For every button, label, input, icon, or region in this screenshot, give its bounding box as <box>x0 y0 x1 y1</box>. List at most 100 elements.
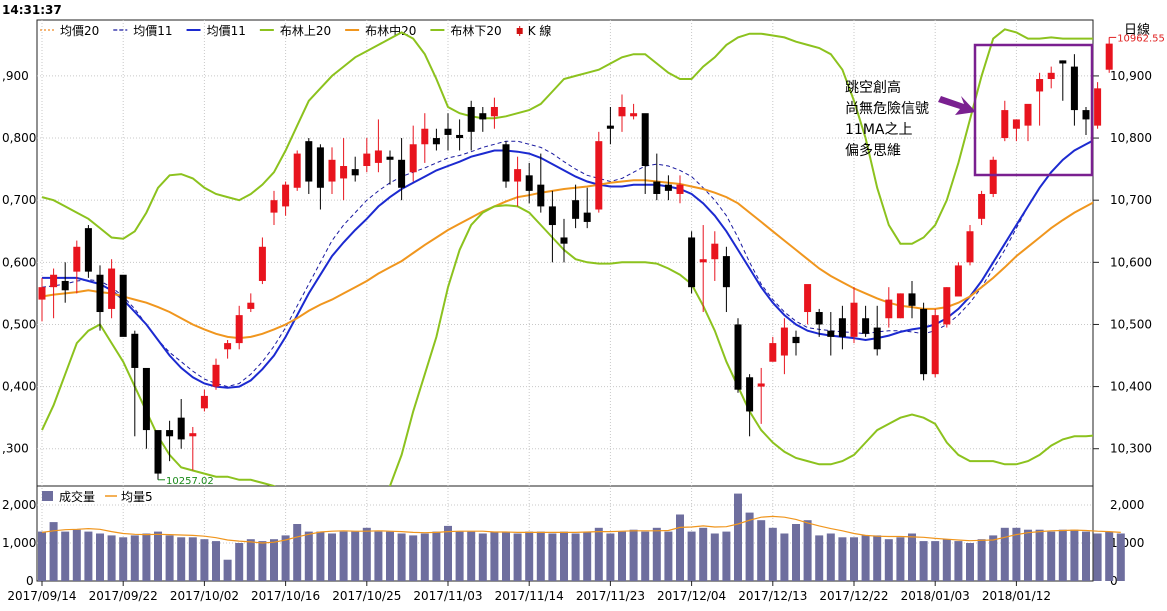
volume-bar <box>942 539 951 581</box>
legend-label: 均價20 <box>60 24 99 38</box>
volume-bar <box>722 531 731 581</box>
series-line-4 <box>41 179 1093 340</box>
volume-bar <box>177 537 186 581</box>
candle-body <box>444 128 452 135</box>
volume-bar <box>1070 529 1079 581</box>
annotation-line-1: 跳空創高 <box>845 79 901 96</box>
candle-body <box>595 141 603 210</box>
price-tick-label-right: 10,700 <box>1110 193 1152 207</box>
candle-body <box>746 377 754 412</box>
candle-body <box>1036 79 1044 92</box>
candle-body <box>769 343 777 362</box>
volume-tick-label-right: 1,000 <box>1110 536 1144 550</box>
candle-body <box>154 430 162 474</box>
date-tick-label: 2017/11/14 <box>495 589 564 603</box>
indicator-lines <box>41 28 1093 486</box>
volume-bar <box>803 520 812 581</box>
volume-bar <box>223 559 232 581</box>
volume-bar <box>850 537 858 581</box>
volume-bar <box>664 531 673 581</box>
candle-body <box>258 246 266 281</box>
candle-body <box>618 106 626 117</box>
candle-body <box>432 138 440 145</box>
candle-body <box>583 212 591 222</box>
volume-bar <box>235 543 244 581</box>
candle-body <box>1082 110 1090 120</box>
volume-bars <box>38 493 1125 581</box>
volume-bar <box>38 531 46 581</box>
volume-bar <box>502 531 510 581</box>
candle-body <box>734 324 742 390</box>
volume-bar <box>293 524 302 581</box>
candle-body <box>525 175 533 191</box>
volume-bar <box>966 543 974 581</box>
candle-body <box>850 302 858 337</box>
candle-body <box>943 287 951 325</box>
volume-bar <box>583 531 592 581</box>
volume-bar <box>838 537 847 581</box>
candle-body <box>351 169 359 176</box>
price-tick-label-left: 0,700 <box>2 193 36 207</box>
candle-body <box>838 318 846 337</box>
volume-bar <box>107 535 116 581</box>
date-tick-label: 2017/10/02 <box>170 589 239 603</box>
candle-body <box>873 327 881 350</box>
volume-bar <box>734 493 742 581</box>
candle-body <box>38 287 46 300</box>
candle-body <box>247 302 255 309</box>
price-tick-label-left: 0,500 <box>2 317 36 331</box>
volume-bar <box>1058 529 1067 581</box>
volume-bar <box>908 533 916 581</box>
volume-bar <box>954 541 963 581</box>
date-tick-label: 2017/10/16 <box>251 589 320 603</box>
volume-bar <box>444 525 452 581</box>
date-tick-label: 2017/09/14 <box>7 589 76 603</box>
volume-tick-label-left: 0 <box>26 574 34 588</box>
candle-body <box>293 153 301 188</box>
volume-legend-label: 成交量 <box>59 489 95 504</box>
grid-lines <box>37 20 1099 586</box>
price-tick-label-right: 10,500 <box>1110 317 1152 331</box>
volume-bar <box>374 531 383 581</box>
candle-body <box>479 113 487 120</box>
period-label: 日線 <box>1124 22 1150 38</box>
volume-bar <box>165 535 174 581</box>
volume-bar <box>1047 531 1056 581</box>
annotation-line-3: 11MA之上 <box>845 122 912 138</box>
volume-bar <box>757 520 766 581</box>
volume-bar <box>1093 533 1102 581</box>
volume-bar <box>490 531 499 581</box>
kline-legend-icon-body <box>516 28 523 34</box>
candle-body <box>467 106 475 132</box>
candle-body <box>1070 66 1078 111</box>
volume-bar <box>792 524 800 581</box>
high-low-markers: 10962.55 10257.02 <box>158 33 1165 487</box>
candlesticks <box>38 37 1113 480</box>
candle-body <box>630 113 638 117</box>
price-tick-label-right: 10,800 <box>1110 131 1152 145</box>
annotation-line-2: 尚無危險信號 <box>845 101 929 117</box>
volume-tick-label-left: 1,000 <box>2 536 36 550</box>
axis-labels: ,300 10,300 0,400 10,400 0,500 10,500 0,600 10,… <box>2 69 1152 588</box>
date-tick-label: 2017/11/03 <box>413 589 482 603</box>
volume-bar <box>861 535 870 581</box>
price-tick-label-left: 0,400 <box>2 380 36 394</box>
price-tick-label-right: 10,400 <box>1110 380 1152 394</box>
volume-bar <box>200 539 209 581</box>
price-legend: 均價20 均價11 均價11 布林上20 布林中20 布林下20 K 線 <box>40 23 551 38</box>
volume-bar <box>304 531 313 581</box>
candle-body <box>711 243 719 260</box>
volume-bar <box>525 531 534 581</box>
volume-bar <box>652 527 661 581</box>
volume-bar <box>594 527 603 581</box>
candle-body <box>885 299 893 319</box>
volume-legend: 成交量 均量5 <box>42 489 153 504</box>
date-tick-label: 2017/12/04 <box>657 589 726 603</box>
volume-bar <box>84 531 93 581</box>
high-marker-label: 10962.55 <box>1117 33 1165 44</box>
annotation-arrow <box>938 96 976 115</box>
volume-bar <box>873 535 882 581</box>
volume-bar <box>919 541 928 581</box>
candle-body <box>1024 103 1032 126</box>
